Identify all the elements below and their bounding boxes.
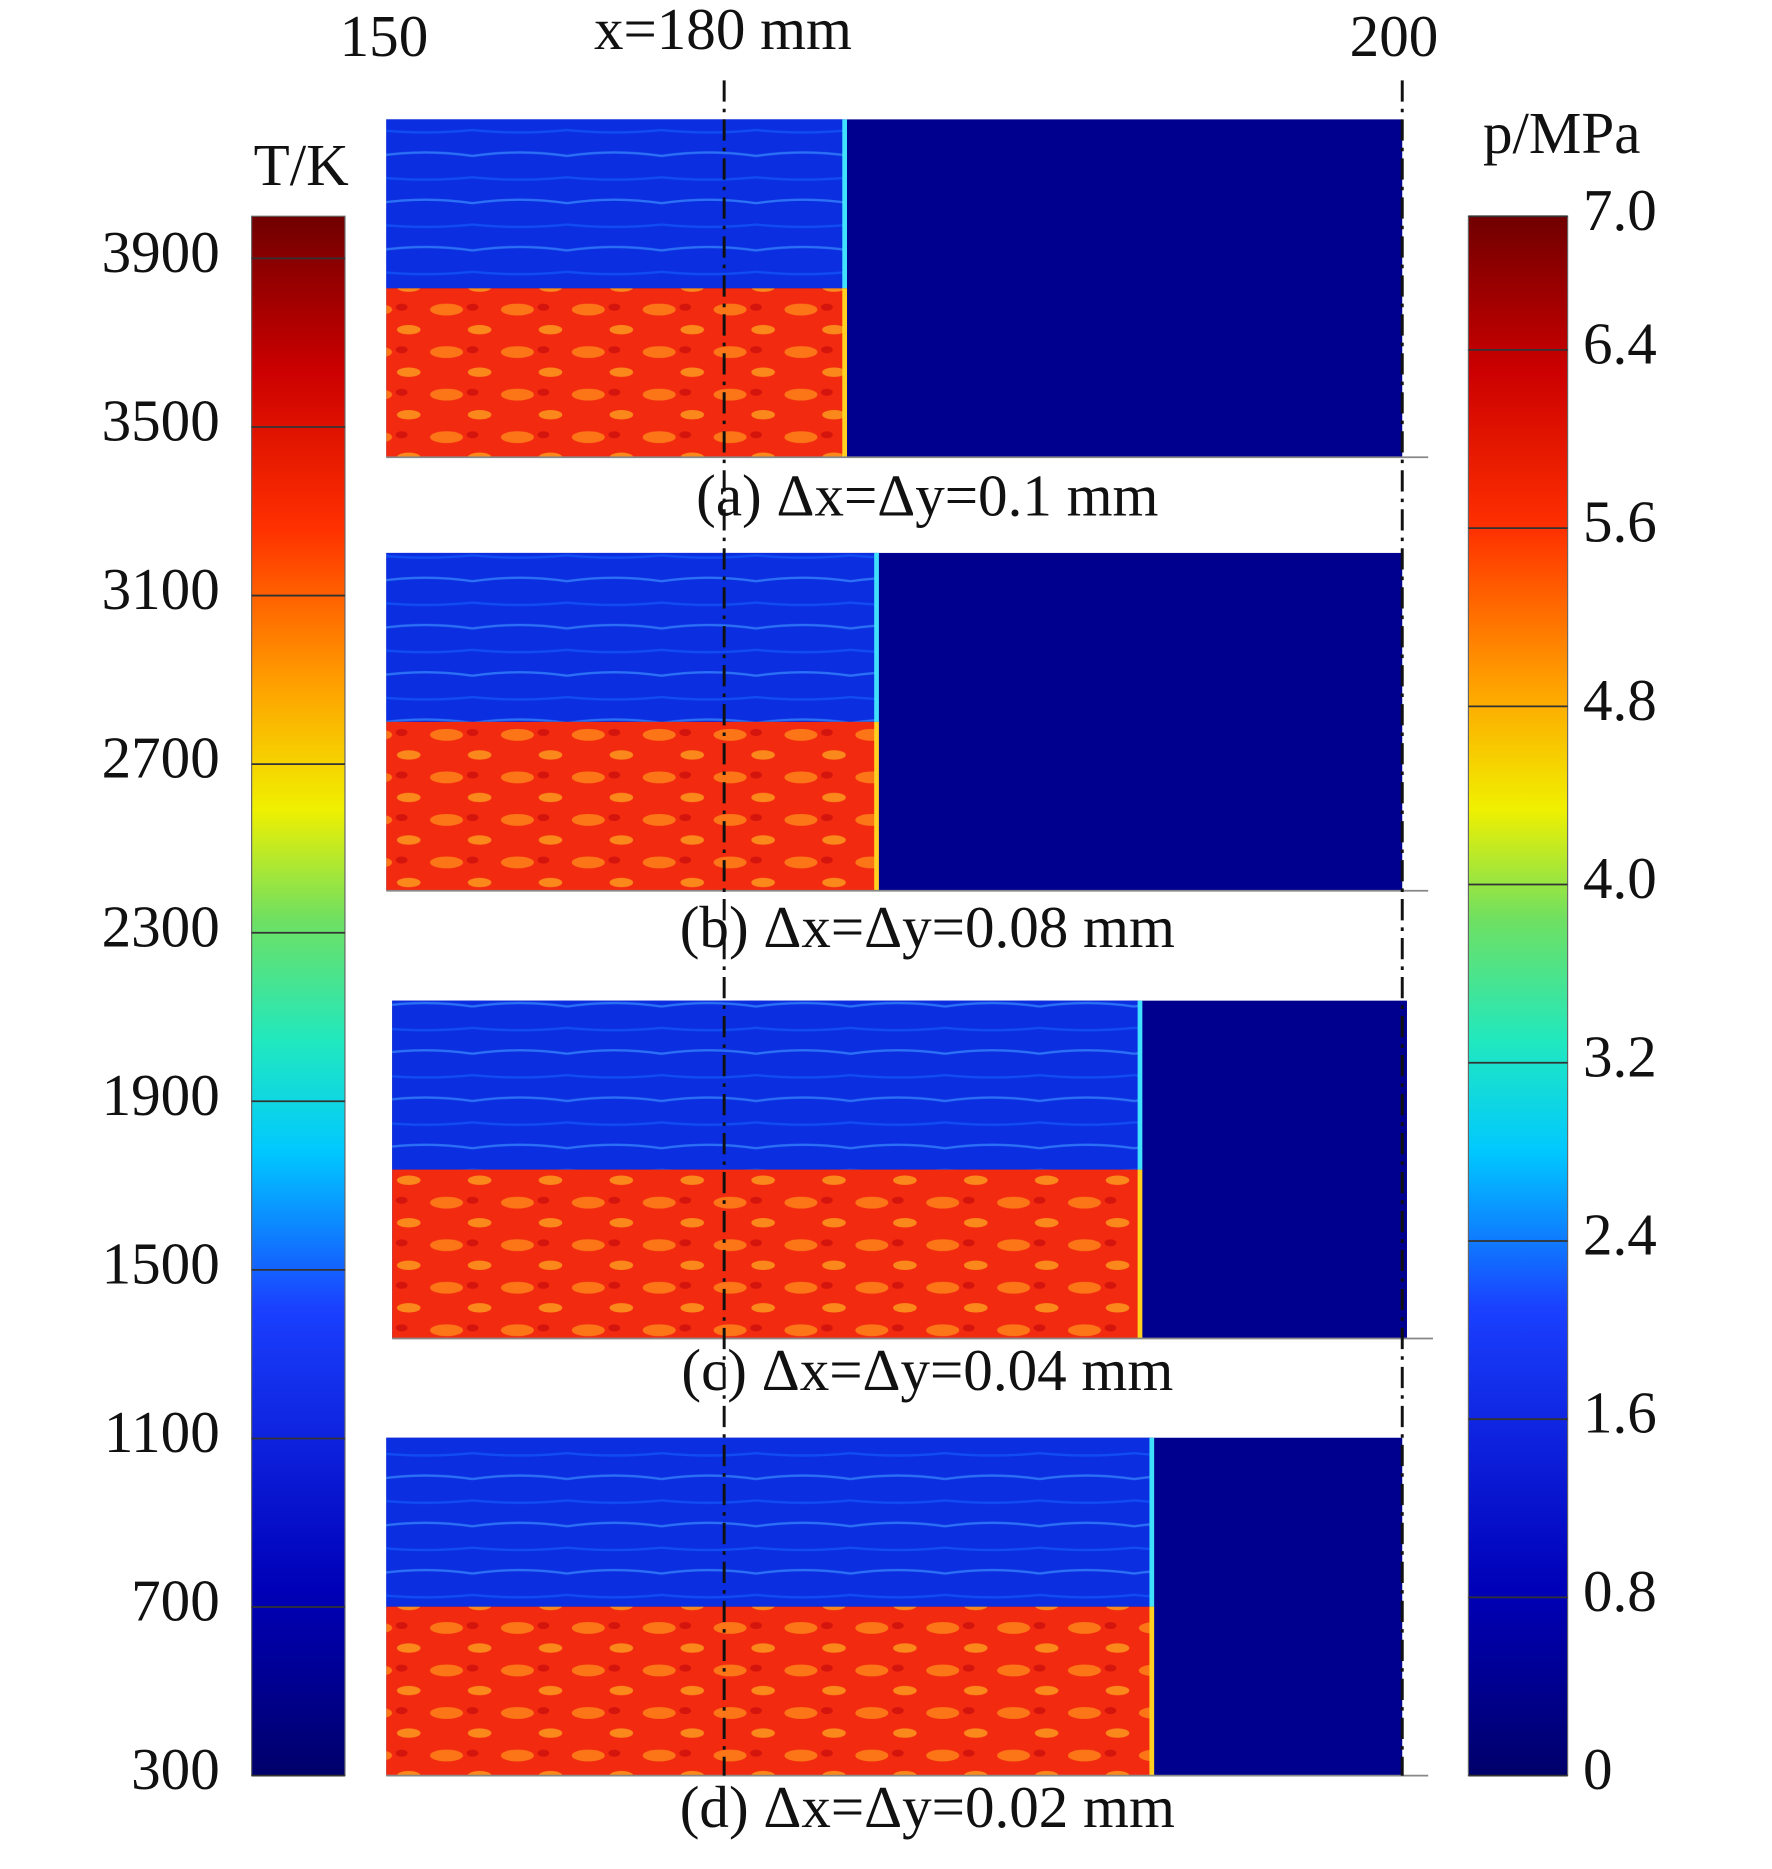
tick-label: 300	[131, 1736, 220, 1802]
tick-label: 2300	[102, 893, 220, 959]
tick-label: 3900	[102, 219, 220, 285]
pressure-field	[386, 1437, 1152, 1607]
tick-label: 3100	[102, 556, 220, 622]
tick-label: 1900	[102, 1062, 220, 1128]
panel-caption: (c) Δx=Δy=0.04 mm	[681, 1337, 1173, 1403]
tick-label: 2.4	[1583, 1202, 1657, 1268]
colorbar	[1467, 215, 1569, 1777]
tick-label: 4.0	[1583, 845, 1657, 911]
tick-label: 1100	[104, 1399, 220, 1465]
panel-caption: (a) Δx=Δy=0.1 mm	[696, 463, 1158, 529]
panel-caption: (d) Δx=Δy=0.02 mm	[680, 1774, 1175, 1840]
tick-label: 2700	[102, 725, 220, 791]
colorbar	[251, 215, 346, 1777]
colorbar-title: T/K	[254, 132, 349, 198]
temperature-field	[392, 1169, 1140, 1339]
colorbar-title: p/MPa	[1483, 100, 1640, 166]
temperature-field	[386, 1606, 1152, 1776]
panels: (a) Δx=Δy=0.1 mm (b) Δx=Δy=0.08 mm (c) Δx=…	[386, 119, 1433, 1840]
tick-label: 4.8	[1583, 667, 1657, 733]
temperature-field	[386, 721, 877, 891]
tick-label: 0.8	[1583, 1558, 1657, 1624]
tick-label: 7.0	[1583, 177, 1657, 243]
tick-label: 1.6	[1583, 1380, 1657, 1446]
tick-label: 6.4	[1583, 310, 1657, 376]
axis-label: 200	[1350, 3, 1439, 69]
marker-label: x=180 mm	[594, 0, 852, 62]
tick-label: 0	[1583, 1736, 1613, 1802]
axis-label: 150	[340, 3, 429, 69]
pressure-field	[386, 552, 877, 722]
panel-caption: (b) Δx=Δy=0.08 mm	[680, 894, 1175, 960]
tick-label: 3.2	[1583, 1023, 1657, 1089]
tick-label: 1500	[102, 1230, 220, 1296]
temperature-field	[386, 288, 845, 458]
pressure-field	[386, 119, 845, 289]
tick-label: 5.6	[1583, 489, 1657, 555]
tick-label: 700	[131, 1568, 220, 1634]
tick-label: 3500	[102, 388, 220, 454]
pressure-field	[392, 1000, 1140, 1170]
